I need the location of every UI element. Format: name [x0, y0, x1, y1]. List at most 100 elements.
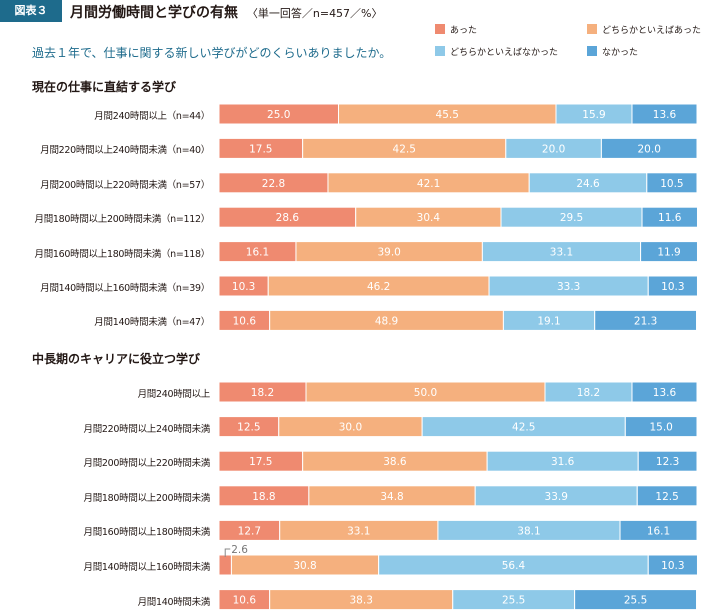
chart-legend: あった どちらかといえばあった どちらかといえばなかった なかった: [435, 20, 725, 70]
figure-title: 月間労働時間と学びの有無 〈単一回答／n=457／%〉: [70, 2, 383, 22]
data-label: 10.3: [661, 560, 684, 572]
legend-item-somewhat-yes: どちらかといえばあった: [587, 24, 701, 37]
legend-label-somewhat-yes: どちらかといえばあった: [602, 26, 702, 36]
row-label: 月間180時間以上200時間未満（n=112）: [34, 214, 211, 226]
data-label: 10.5: [660, 178, 683, 190]
data-label: 19.1: [537, 315, 560, 327]
data-label: 39.0: [377, 247, 400, 259]
legend-label-somewhat-no: どちらかといえばなかった: [450, 48, 559, 58]
data-label: 25.5: [502, 595, 525, 607]
data-label: 11.9: [657, 247, 680, 259]
figure-header: 図表３ 月間労働時間と学びの有無 〈単一回答／n=457／%〉: [0, 0, 728, 24]
data-label: 30.8: [293, 560, 316, 572]
data-label: 38.3: [350, 595, 373, 607]
data-label: 17.5: [249, 456, 272, 468]
data-label: 16.1: [246, 247, 269, 259]
bar-segment-no: [646, 172, 698, 194]
row-label: 月間140時間以上160時間未満（n=39）: [40, 283, 210, 294]
bar-segment-no: [647, 554, 698, 576]
bar-segment-no: [636, 485, 698, 507]
data-label: 42.1: [417, 178, 440, 190]
data-label: 34.8: [380, 491, 403, 503]
data-label: 18.2: [577, 387, 600, 399]
bar-segment-no: [594, 309, 698, 331]
data-label: 15.9: [582, 109, 605, 121]
data-label: 13.6: [653, 387, 677, 399]
row-label: 月間240時間以上（n=44）: [94, 111, 210, 122]
bar-segment-no: [641, 206, 698, 228]
legend-label-yes: あった: [450, 26, 478, 36]
data-label: 45.5: [436, 109, 459, 121]
data-label: 10.3: [661, 281, 684, 293]
legend-swatch-somewhat-no: [435, 46, 445, 56]
data-label: 38.1: [517, 525, 540, 537]
bar-segment-no: [631, 381, 698, 403]
legend-item-yes: あった: [435, 24, 477, 37]
data-label: 21.3: [634, 315, 657, 327]
data-label: 10.6: [233, 595, 257, 607]
data-label: 10.6: [233, 315, 257, 327]
data-label: 30.4: [417, 212, 441, 224]
row-label: 月間140時間未満: [137, 596, 211, 608]
data-label: 10.3: [232, 281, 255, 293]
data-label: 48.9: [375, 315, 398, 327]
legend-label-no: なかった: [602, 48, 639, 58]
data-label: 33.1: [347, 525, 370, 537]
bar-segment-no: [647, 275, 698, 297]
data-label: 12.7: [238, 525, 261, 537]
data-label: 28.6: [276, 212, 300, 224]
data-label: 12.5: [237, 422, 260, 434]
row-label: 月間160時間以上180時間未満: [83, 527, 211, 539]
data-label: 22.8: [262, 178, 285, 190]
bar-segment-no: [624, 416, 698, 438]
figure-badge: 図表３: [0, 0, 62, 22]
bar-segment-no: [600, 137, 698, 159]
data-label: 29.5: [560, 212, 583, 224]
legend-swatch-no: [587, 46, 597, 56]
legend-item-no: なかった: [587, 46, 638, 59]
data-label: 33.3: [557, 281, 580, 293]
data-label: 42.5: [393, 143, 416, 155]
data-label-callout: 2.6: [231, 544, 248, 556]
row-label: 月間220時間以上240時間未満: [83, 423, 211, 435]
data-label: 18.8: [252, 491, 275, 503]
figure-title-text: 月間労働時間と学びの有無: [70, 5, 238, 21]
bar-segment-no: [637, 450, 698, 472]
callout-line: [224, 548, 231, 557]
section-title-career-learning: 中長期のキャリアに役立つ学び: [32, 352, 201, 366]
row-label: 月間180時間以上200時間未満: [83, 492, 211, 504]
data-label: 33.9: [545, 491, 568, 503]
row-label: 月間220時間以上240時間未満（n=40）: [40, 145, 210, 157]
bar-segment-no: [574, 589, 698, 611]
data-label: 46.2: [367, 281, 390, 293]
row-label: 月間140時間未満（n=47）: [94, 317, 210, 329]
row-label: 月間200時間以上220時間未満（n=57）: [40, 179, 210, 191]
figure-note: 〈単一回答／n=457／%〉: [246, 7, 383, 20]
bar-segment-yes: [218, 554, 232, 576]
legend-swatch-somewhat-yes: [587, 24, 597, 34]
data-label: 13.6: [653, 109, 677, 121]
data-label: 18.2: [251, 387, 274, 399]
bar-segment-no: [619, 519, 698, 541]
row-label: 月間140時間以上160時間未満: [83, 562, 211, 573]
row-label: 月間160時間以上180時間未満（n=118）: [34, 248, 211, 260]
data-label: 11.6: [658, 212, 682, 224]
data-label: 20.0: [638, 143, 661, 155]
data-label: 16.1: [647, 525, 670, 537]
legend-item-somewhat-no: どちらかといえばなかった: [435, 46, 558, 59]
data-label: 12.3: [656, 456, 679, 468]
data-label: 24.6: [576, 178, 600, 190]
data-label: 56.4: [502, 560, 526, 572]
data-label: 20.0: [542, 143, 565, 155]
bar-segment-no: [640, 241, 698, 263]
legend-swatch-yes: [435, 24, 445, 34]
data-label: 15.0: [649, 422, 672, 434]
row-label: 月間240時間以上: [137, 389, 211, 400]
data-label: 31.6: [551, 456, 575, 468]
data-label: 42.5: [512, 422, 535, 434]
data-label: 38.6: [383, 456, 407, 468]
data-label: 33.1: [550, 247, 573, 259]
data-label: 12.5: [655, 491, 678, 503]
data-label: 25.0: [267, 109, 290, 121]
data-label: 30.0: [339, 422, 362, 434]
